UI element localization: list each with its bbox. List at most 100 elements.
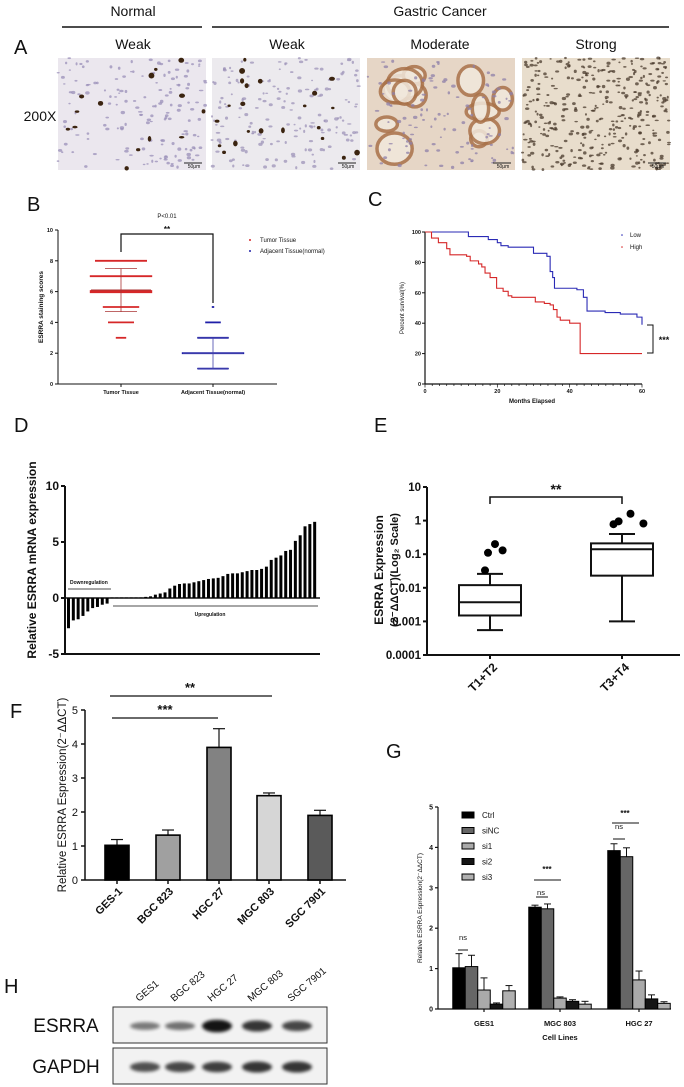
nucleus [621, 91, 626, 95]
nucleus [224, 116, 229, 120]
nucleus [130, 70, 133, 73]
stained-cell [240, 101, 246, 107]
nucleus [297, 116, 302, 120]
nucleus [187, 82, 191, 86]
nucleus [617, 91, 621, 94]
nucleus [584, 113, 587, 116]
intensity-label: Weak [269, 36, 306, 52]
nucleus [217, 106, 222, 109]
nucleus [552, 128, 557, 131]
nucleus [568, 64, 571, 68]
nucleus [590, 154, 594, 157]
y-tick-label: 5 [72, 705, 78, 717]
nucleus [155, 81, 158, 84]
nucleus [660, 105, 664, 108]
nucleus [184, 61, 189, 64]
nucleus [639, 57, 645, 61]
nucleus [591, 74, 595, 77]
nucleus [346, 59, 352, 62]
nucleus [187, 119, 191, 122]
nucleus [198, 89, 204, 92]
nucleus [660, 63, 665, 65]
nucleus [536, 74, 540, 77]
bar [279, 555, 283, 598]
nucleus [336, 78, 341, 81]
bar [293, 540, 297, 598]
nucleus [132, 100, 137, 102]
nucleus [549, 101, 554, 105]
bar [129, 597, 133, 599]
nucleus [387, 148, 391, 152]
nucleus [313, 125, 316, 128]
x-tick-label: 60 [639, 389, 645, 395]
nucleus [314, 67, 319, 70]
nucleus [605, 90, 609, 94]
nucleus [603, 135, 607, 138]
bar [657, 1002, 671, 1010]
scale-bar-label: 50μm [497, 164, 510, 170]
nucleus [497, 100, 501, 104]
y-axis-label: Relative ESRRA Espression(2⁻ΔΔCT) [417, 853, 424, 963]
nucleus [545, 155, 550, 158]
nucleus [579, 157, 584, 160]
nucleus [498, 133, 502, 137]
nucleus [374, 109, 380, 112]
significance-bracket [489, 496, 623, 504]
nucleus [533, 64, 538, 67]
ihc-image: 50μm [521, 56, 671, 171]
protein-band [242, 1020, 272, 1032]
nucleus [568, 132, 574, 136]
bar [226, 573, 230, 598]
bar [240, 572, 244, 598]
nucleus [304, 148, 307, 152]
nucleus [190, 107, 195, 111]
nucleus [191, 63, 195, 66]
nucleus [590, 160, 594, 163]
protein-band [165, 1021, 195, 1031]
nucleus [589, 168, 594, 171]
nucleus [146, 163, 149, 165]
nucleus [526, 89, 530, 92]
y-tick-label: 100 [412, 230, 421, 236]
nucleus [71, 151, 75, 154]
nucleus [298, 60, 304, 64]
panel-label-a: A [14, 37, 28, 59]
stained-cell [258, 128, 264, 134]
nucleus [405, 145, 408, 148]
nucleus [598, 152, 603, 154]
nucleus [433, 117, 437, 121]
x-tick-label: 40 [567, 389, 573, 395]
stained-cell [331, 106, 335, 110]
nucleus [225, 137, 230, 141]
legend-label: High [630, 245, 642, 251]
nucleus [635, 96, 639, 99]
nucleus [574, 120, 578, 123]
bar [163, 592, 167, 598]
nucleus [640, 65, 643, 68]
nucleus [171, 142, 175, 146]
nucleus [612, 135, 617, 138]
nucleus [566, 76, 571, 80]
nucleus [319, 148, 324, 152]
bar [313, 521, 317, 598]
nucleus [488, 135, 493, 137]
nucleus [639, 158, 643, 161]
nucleus [281, 106, 286, 109]
nucleus [522, 94, 525, 97]
ihc-image: 50μm [56, 57, 208, 171]
nucleus [420, 108, 424, 112]
downregulation-label: Downregulation [70, 580, 108, 586]
nucleus [378, 82, 383, 85]
nucleus [439, 164, 444, 168]
nucleus [522, 161, 527, 164]
x-tick-label: Tumor Tissue [103, 390, 139, 396]
nucleus [525, 107, 530, 111]
ns-label: ns [537, 888, 545, 897]
nucleus [428, 77, 433, 80]
bar [269, 559, 273, 598]
nucleus [224, 103, 227, 106]
nucleus [232, 164, 235, 168]
nucleus [203, 81, 208, 84]
outlier-point [626, 509, 635, 518]
nucleus [565, 95, 569, 98]
